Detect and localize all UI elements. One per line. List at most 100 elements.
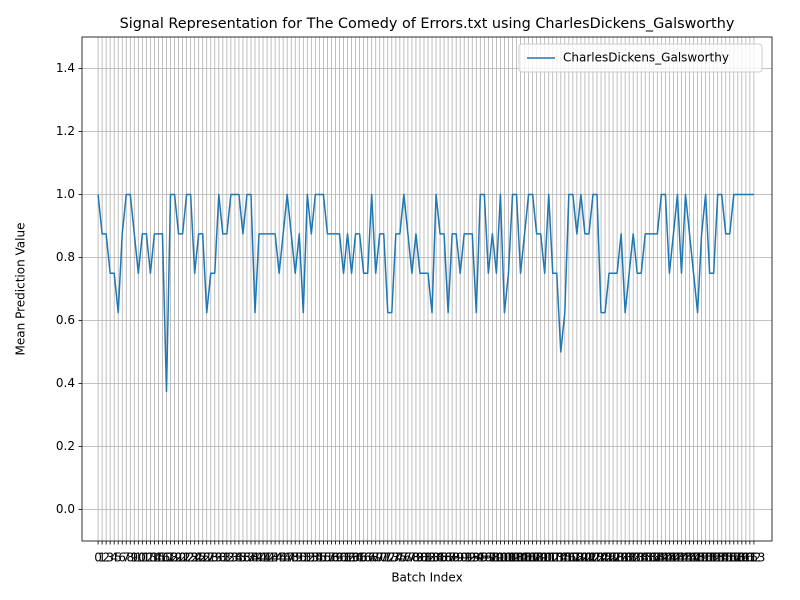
x-tick-label: 121 [573, 551, 596, 565]
x-tick-label: 100 [489, 551, 512, 565]
x-tick-label: 68 [364, 551, 379, 565]
x-tick-label: 162 [738, 551, 761, 565]
x-tick-label: 9 [130, 551, 138, 565]
x-tick-label: 49 [288, 551, 303, 565]
x-tick-label: 80 [412, 551, 427, 565]
x-tick-label: 11 [135, 551, 150, 565]
x-tick-label: 107 [517, 551, 540, 565]
x-tick-label: 62 [340, 551, 355, 565]
x-tick-label: 13 [143, 551, 158, 565]
x-tick-label: 146 [674, 551, 697, 565]
x-tick-label: 39 [247, 551, 262, 565]
x-tick-label: 117 [557, 551, 580, 565]
x-tick-label: 51 [296, 551, 311, 565]
x-tick-label: 22 [179, 551, 194, 565]
x-tick-label: 25 [191, 551, 206, 565]
x-tick-label: 12 [139, 551, 154, 565]
x-tick-label: 160 [730, 551, 753, 565]
x-tick-label: 142 [658, 551, 681, 565]
x-tick-label: 18 [163, 551, 178, 565]
x-tick-label: 127 [598, 551, 621, 565]
x-tick-label: 61 [336, 551, 351, 565]
x-tick-label: 29 [207, 551, 222, 565]
x-tick-label: 84 [428, 551, 443, 565]
x-tick-label: 20 [171, 551, 186, 565]
x-tick-label: 70 [372, 551, 387, 565]
x-tick-label: 122 [577, 551, 600, 565]
x-tick-label: 36 [235, 551, 250, 565]
legend-box [518, 43, 763, 73]
x-tick-label: 123 [582, 551, 605, 565]
x-tick-label: 69 [368, 551, 383, 565]
x-tick-label: 28 [203, 551, 218, 565]
x-tick-label: 63 [344, 551, 359, 565]
x-tick-label: 105 [509, 551, 532, 565]
x-tick-label: 154 [706, 551, 729, 565]
x-tick-label: 161 [734, 551, 757, 565]
x-tick-label: 88 [445, 551, 460, 565]
x-tick-label: 3 [106, 551, 114, 565]
x-tick-label: 113 [541, 551, 564, 565]
x-tick-label: 46 [276, 551, 291, 565]
x-tick-label: 34 [227, 551, 242, 565]
x-tick-label: 56 [316, 551, 331, 565]
x-tick-label: 90 [453, 551, 468, 565]
x-tick-label: 156 [714, 551, 737, 565]
x-tick-label: 124 [586, 551, 609, 565]
x-tick-label: 53 [304, 551, 319, 565]
x-tick-label: 48 [284, 551, 299, 565]
data-line [97, 193, 754, 393]
x-tick-label: 148 [682, 551, 705, 565]
x-tick-label: 76 [396, 551, 411, 565]
x-tick-label: 17 [159, 551, 174, 565]
x-tick-label: 133 [622, 551, 645, 565]
y-tick-label: 1.2 [56, 124, 75, 138]
x-tick-label: 78 [404, 551, 419, 565]
x-tick-label: 26 [195, 551, 210, 565]
x-tick-label: 97 [481, 551, 496, 565]
x-tick-label: 87 [440, 551, 455, 565]
x-tick-label: 116 [553, 551, 576, 565]
x-tick-label: 129 [606, 551, 629, 565]
x-axis-label: Batch Index [391, 571, 462, 585]
y-tick-label: 1.4 [56, 61, 75, 75]
y-tick-label: 0.0 [56, 502, 75, 516]
x-tick-label: 101 [493, 551, 516, 565]
x-tick-label: 75 [392, 551, 407, 565]
x-tick-label: 119 [565, 551, 588, 565]
x-tick-label: 147 [678, 551, 701, 565]
x-tick-label: 6 [118, 551, 126, 565]
x-tick-label: 8 [126, 551, 134, 565]
y-tick-label: 0.8 [56, 250, 75, 264]
x-tick-label: 50 [292, 551, 307, 565]
chart-title: Signal Representation for The Comedy of … [120, 16, 735, 32]
y-tick-label: 1.0 [56, 187, 75, 201]
x-tick-label: 152 [698, 551, 721, 565]
x-tick-label: 23 [183, 551, 198, 565]
y-tick-label: 0.4 [56, 376, 75, 390]
x-tick-label: 47 [280, 551, 295, 565]
x-tick-label: 138 [642, 551, 665, 565]
x-tick-label: 120 [569, 551, 592, 565]
x-tick-label: 15 [151, 551, 166, 565]
x-tick-label: 81 [416, 551, 431, 565]
x-tick-label: 33 [223, 551, 238, 565]
x-tick-label: 163 [742, 551, 765, 565]
x-tick-label: 96 [477, 551, 492, 565]
x-tick-label: 58 [324, 551, 339, 565]
x-tick-label: 31 [215, 551, 230, 565]
x-tick-label: 99 [489, 551, 504, 565]
x-tick-label: 32 [219, 551, 234, 565]
x-tick-label: 91 [457, 551, 472, 565]
x-tick-label: 102 [497, 551, 520, 565]
x-tick-label: 109 [525, 551, 548, 565]
plot-frame [81, 36, 773, 542]
x-tick-label: 134 [626, 551, 649, 565]
x-tick-label: 77 [400, 551, 415, 565]
x-tick-label: 137 [638, 551, 661, 565]
x-tick-label: 24 [187, 551, 202, 565]
x-tick-label: 85 [432, 551, 447, 565]
x-tick-label: 43 [263, 551, 278, 565]
x-tick-label: 131 [614, 551, 637, 565]
x-tick-label: 38 [243, 551, 258, 565]
